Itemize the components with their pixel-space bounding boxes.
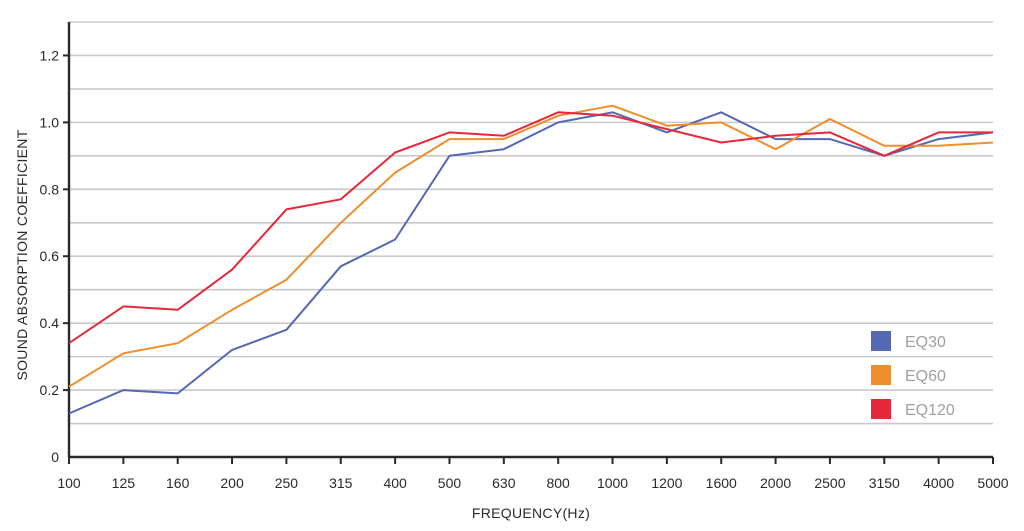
- series-line-eq30: [68, 111, 994, 415]
- x-tick-label: 125: [112, 475, 136, 491]
- legend-swatch-eq60: [871, 365, 891, 385]
- legend-label-eq30: EQ30: [905, 334, 946, 351]
- y-tick-label: 0.8: [40, 181, 60, 197]
- x-axis-ticks: 100 125 160 200 250 315 400 500 630 800 1000 1200 16…: [57, 457, 1009, 491]
- x-tick-label: 315: [329, 475, 353, 491]
- y-tick-label: 0.2: [40, 382, 60, 398]
- x-tick-label: 250: [275, 475, 299, 491]
- y-tick-label: 1.0: [40, 114, 60, 130]
- data-series: [68, 104, 994, 415]
- x-tick-label: 630: [492, 475, 516, 491]
- axes: [67, 22, 993, 459]
- x-tick-label: 4000: [923, 475, 954, 491]
- x-tick-label: 1200: [651, 475, 682, 491]
- x-tick-label: 400: [383, 475, 407, 491]
- x-tick-label: 5000: [977, 475, 1008, 491]
- legend-swatch-eq120: [871, 399, 891, 419]
- x-tick-label: 160: [166, 475, 190, 491]
- y-tick-label: 1.2: [40, 47, 60, 63]
- series-line-eq60: [68, 104, 994, 388]
- y-axis-label: SOUND ABSORPTION COEFFICIENT: [14, 129, 30, 380]
- x-axis-label: FREQUENCY(Hz): [472, 505, 590, 521]
- x-tick-label: 200: [220, 475, 244, 491]
- x-tick-label: 800: [546, 475, 570, 491]
- legend-swatch-eq30: [871, 331, 891, 351]
- legend-label-eq120: EQ120: [905, 402, 955, 419]
- y-axis-ticks: 0 0.2 0.4 0.6 0.8 1.0 1.2: [40, 47, 69, 465]
- y-tick-label: 0.6: [40, 248, 60, 264]
- x-tick-label: 1600: [706, 475, 737, 491]
- x-tick-label: 500: [438, 475, 462, 491]
- series-line-eq120: [68, 111, 993, 345]
- x-tick-label: 2500: [814, 475, 845, 491]
- y-tick-label: 0.4: [40, 315, 60, 331]
- y-tick-label: 0: [51, 449, 59, 465]
- x-tick-label: 3150: [869, 475, 900, 491]
- grid-lines: [69, 21, 993, 425]
- legend-label-eq60: EQ60: [905, 368, 946, 385]
- x-tick-label: 2000: [760, 475, 791, 491]
- x-tick-label: 100: [57, 475, 81, 491]
- legend: EQ30 EQ60 EQ120: [871, 331, 955, 419]
- x-tick-label: 1000: [597, 475, 628, 491]
